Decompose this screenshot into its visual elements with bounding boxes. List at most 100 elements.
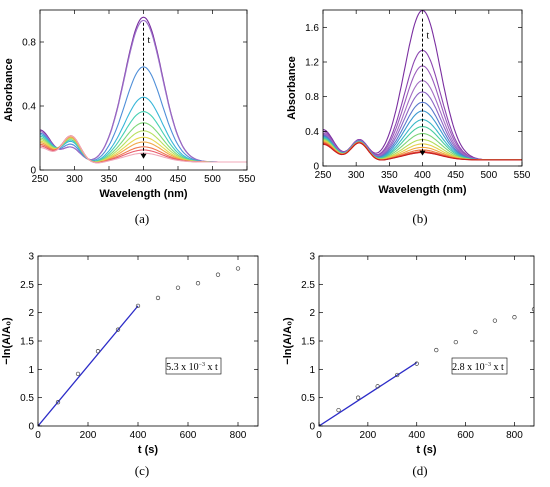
chart-panel-1: t 250 300 350 400 450 500 550 0 0.4 0.8 Wavelength … — [3, 9, 256, 226]
y-tick-label: 2 — [28, 308, 34, 319]
fit-label: 2.8 x 10−3 x t — [452, 362, 504, 373]
data-point — [215, 272, 221, 277]
panel-caption: (c) — [135, 463, 149, 478]
x-tick-label: 400 — [135, 174, 152, 185]
x-tick-label: 300 — [66, 174, 83, 185]
y-tick-label: 3 — [28, 252, 34, 263]
x-tick-label: 400 — [408, 430, 425, 441]
axes-frame — [318, 255, 535, 427]
plot-area — [323, 10, 522, 161]
chart-panel-3: 5.3 x 10−3 x t 0 200 400 600 800 0 0.5 1 1.5 2 2.5 3… — [1, 252, 259, 478]
data-point — [434, 347, 439, 353]
linear-fit-line — [319, 361, 418, 426]
fit-label-suffix: x t — [491, 362, 504, 373]
x-tick-label: 550 — [514, 170, 531, 181]
x-tick-label: 300 — [348, 170, 365, 181]
data-point — [414, 361, 419, 366]
data-point — [375, 384, 380, 389]
x-tick-label: 500 — [480, 170, 497, 181]
x-tick-label: 0 — [35, 430, 41, 441]
x-tick-label: 500 — [204, 174, 221, 185]
y-axis-label: −ln(A/A₀) — [282, 317, 294, 365]
data-point — [175, 285, 181, 290]
data-point — [492, 318, 498, 323]
axes-frame — [37, 255, 259, 427]
y-tick-label: 1.2 — [305, 58, 319, 69]
x-tick-label: 800 — [230, 430, 247, 441]
data-point — [115, 327, 121, 332]
fit-label-box — [165, 357, 222, 375]
x-tick-label: 400 — [130, 430, 147, 441]
x-axis-label: Wavelength (nm) — [99, 188, 188, 200]
fit-label-exp: −3 — [199, 362, 205, 368]
time-arrow-head — [140, 153, 147, 159]
chart-panel-2: t 250 300 350 400 450 500 550 0 0.4 0.8 1.2 1.6 Wavel… — [286, 9, 531, 226]
axes-frame — [322, 9, 523, 167]
data-point — [155, 295, 161, 301]
y-tick-label: 0.8 — [22, 38, 36, 49]
x-tick-label: 200 — [360, 430, 377, 441]
y-tick-label: 2.5 — [301, 280, 315, 291]
y-tick-label: 3 — [309, 252, 315, 263]
data-point — [512, 315, 517, 320]
data-point — [453, 339, 458, 345]
y-axis-label: Absorbance — [3, 58, 15, 122]
y-tick-label: 2 — [309, 308, 315, 319]
data-point — [55, 400, 61, 405]
time-arrow-head — [419, 150, 426, 156]
time-annotation: t — [148, 35, 151, 46]
x-axis-label: t (s) — [138, 444, 159, 456]
y-tick-label: 0 — [28, 422, 34, 433]
fit-label-suffix: x t — [205, 362, 218, 373]
x-tick-label: 600 — [457, 430, 474, 441]
x-tick-label: 250 — [32, 174, 49, 185]
y-tick-label: 0.5 — [20, 393, 34, 404]
fit-label-box — [451, 357, 508, 375]
data-point — [95, 349, 101, 354]
x-tick-label: 800 — [506, 430, 523, 441]
panel-caption: (a) — [135, 211, 149, 226]
plot-area — [319, 307, 534, 426]
y-tick-label: 1.5 — [301, 337, 315, 348]
y-tick-label: 0.4 — [305, 127, 319, 138]
data-point — [355, 395, 361, 400]
chart-panel-4: 2.8 x 10−3 x t 0 200 400 600 800 0 0.5 1 1.5 2 2.5 3… — [282, 252, 535, 478]
x-tick-label: 600 — [180, 430, 197, 441]
plot-area — [40, 16, 247, 164]
panel-caption: (d) — [412, 463, 427, 478]
y-tick-label: 0.4 — [22, 102, 36, 113]
x-tick-label: 450 — [447, 170, 464, 181]
fit-label: 5.3 x 10−3 x t — [166, 362, 218, 373]
x-tick-label: 350 — [101, 174, 118, 185]
data-point — [75, 371, 81, 377]
fit-label-exp: −3 — [485, 362, 491, 368]
x-tick-label: 250 — [315, 170, 332, 181]
y-tick-label: 0 — [309, 422, 315, 433]
x-tick-label: 550 — [239, 174, 256, 185]
data-point — [336, 407, 341, 413]
panel-caption: (b) — [412, 211, 427, 226]
plot-area — [38, 266, 241, 426]
data-point — [473, 329, 478, 335]
y-tick-label: 1.6 — [305, 23, 319, 34]
y-tick-label: 1 — [309, 365, 315, 376]
data-point — [235, 266, 241, 271]
y-tick-label: 0.5 — [301, 393, 315, 404]
y-axis-label: −ln(A/A₀) — [1, 317, 13, 365]
data-point — [195, 281, 201, 286]
y-tick-label: 0 — [30, 166, 36, 177]
x-tick-label: 200 — [80, 430, 97, 441]
x-axis-label: Wavelength (nm) — [378, 184, 467, 196]
fit-label-prefix: 2.8 x 10 — [452, 362, 485, 373]
x-tick-label: 450 — [170, 174, 187, 185]
y-tick-label: 1.5 — [20, 337, 34, 348]
x-tick-label: 0 — [316, 430, 322, 441]
y-tick-label: 2.5 — [20, 280, 34, 291]
x-tick-label: 400 — [414, 170, 431, 181]
fit-label-prefix: 5.3 x 10 — [166, 362, 199, 373]
data-point — [135, 303, 141, 309]
y-axis-label: Absorbance — [286, 56, 298, 120]
y-tick-label: 0.8 — [305, 92, 319, 103]
x-axis-label: t (s) — [416, 444, 437, 456]
